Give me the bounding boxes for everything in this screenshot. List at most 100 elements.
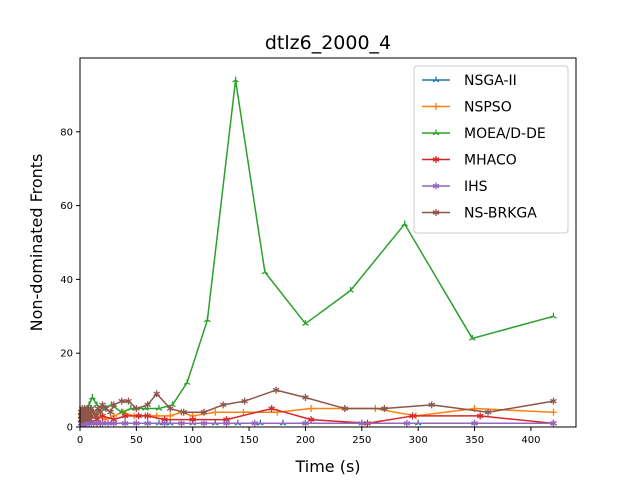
legend: NSGA-II NSPSO MOEA/D-DE MHACO IHS NS-BRKGA <box>413 65 569 234</box>
data-point-ns-brkga <box>166 405 174 413</box>
legend-label: NSPSO <box>464 100 512 116</box>
data-point-mhaco <box>307 416 315 424</box>
legend-item-ns-brkga: NS-BRKGA <box>422 206 537 222</box>
data-point-ihs <box>471 419 478 427</box>
legend-marker <box>432 103 440 110</box>
x-tick-label: 400 <box>521 435 540 446</box>
data-point-ns-brkga <box>180 408 188 416</box>
data-point-ns-brkga <box>102 405 110 413</box>
data-point-ihs <box>302 419 309 427</box>
data-point-mhaco <box>409 412 416 420</box>
x-tick-label: 100 <box>183 435 202 446</box>
data-point-ns-brkga <box>133 405 140 413</box>
axes-frame <box>79 57 577 428</box>
data-point-moea-d-de <box>204 316 211 323</box>
series-line-moea-d-de <box>80 79 554 421</box>
data-point-nspso <box>239 408 247 416</box>
data-point-ihs <box>104 419 112 427</box>
data-point-ns-brkga <box>428 401 436 409</box>
data-point-ihs <box>161 419 168 427</box>
data-point-ihs <box>200 419 208 427</box>
data-point-nspso <box>211 408 219 416</box>
legend-item-moea-d-de: MOEA/D-DE <box>422 126 546 142</box>
data-point-ihs <box>133 419 140 427</box>
x-tick-label: 250 <box>352 435 371 446</box>
data-point-ns-brkga <box>200 408 208 416</box>
legend-frame <box>413 65 569 234</box>
data-point-ns-brkga <box>341 405 349 413</box>
data-point-moea-d-de <box>261 268 269 275</box>
data-point-moea-d-de <box>155 405 163 411</box>
legend-item-nsga-ii: NSGA-II <box>422 73 517 89</box>
data-point-ihs <box>110 419 118 427</box>
data-point-moea-d-de <box>232 76 239 83</box>
data-point-ihs <box>178 419 185 427</box>
data-point-ns-brkga <box>302 393 309 401</box>
data-point-moea-d-de <box>183 379 191 386</box>
y-tick-label: 20 <box>60 349 73 360</box>
data-point-mhaco <box>364 419 371 427</box>
data-point-ns-brkga <box>381 405 388 413</box>
data-point-ihs <box>358 419 366 427</box>
data-point-moea-d-de <box>347 286 354 293</box>
data-point-ihs <box>99 419 106 427</box>
legend-label: MHACO <box>464 153 517 169</box>
data-point-ihs <box>121 419 129 427</box>
data-point-mhaco <box>144 412 151 420</box>
legend-label: MOEA/D-DE <box>464 126 546 142</box>
data-point-ns-brkga <box>153 390 161 398</box>
x-tick-label: 50 <box>130 435 143 446</box>
data-point-ns-brkga <box>92 412 100 420</box>
data-point-nspso <box>549 408 557 416</box>
data-point-nspso <box>166 412 174 420</box>
data-point-mhaco <box>268 405 275 413</box>
data-point-ns-brkga <box>272 386 280 394</box>
y-tick-label: 40 <box>60 275 73 286</box>
data-point-ns-brkga <box>86 416 94 424</box>
legend-item-ihs: IHS <box>422 179 488 195</box>
data-point-ihs <box>223 419 230 427</box>
x-tick-label: 0 <box>77 435 83 446</box>
data-point-ihs <box>550 419 557 427</box>
data-point-ihs <box>144 419 151 427</box>
data-point-ns-brkga <box>107 408 114 416</box>
y-axis: 0 20 40 60 80 <box>60 127 80 434</box>
data-point-moea-d-de <box>302 320 309 326</box>
data-point-ns-brkga <box>144 401 151 409</box>
data-point-mhaco <box>476 412 484 420</box>
data-point-mhaco <box>121 412 129 420</box>
legend-marker <box>432 209 440 216</box>
data-point-moea-d-de <box>401 220 409 227</box>
data-point-ns-brkga <box>484 408 492 416</box>
data-point-ihs <box>403 419 411 427</box>
data-point-ns-brkga <box>241 397 248 405</box>
data-point-ns-brkga <box>99 401 106 409</box>
data-point-ns-brkga <box>219 401 227 409</box>
legend-label: NSGA-II <box>464 73 517 89</box>
x-tick-label: 300 <box>409 435 428 446</box>
legend-label: IHS <box>464 179 488 195</box>
chart-title: dtlz6_2000_4 <box>265 32 391 54</box>
data-point-mhaco <box>135 412 142 420</box>
data-point-ns-brkga <box>118 397 126 405</box>
data-point-mhaco <box>189 416 197 424</box>
x-tick-label: 150 <box>240 435 259 446</box>
legend-marker <box>432 182 440 190</box>
legend-item-mhaco: MHACO <box>422 153 517 169</box>
data-point-ns-brkga <box>110 401 118 409</box>
y-tick-label: 60 <box>60 201 73 212</box>
data-point-moea-d-de <box>550 312 557 319</box>
legend-marker <box>432 129 440 136</box>
data-point-moea-d-de <box>468 334 476 341</box>
data-point-moea-d-de <box>89 393 96 400</box>
data-point-ns-brkga <box>550 397 557 405</box>
data-point-moea-d-de <box>118 408 126 415</box>
x-tick-label: 200 <box>296 435 315 446</box>
data-point-ihs <box>251 419 259 427</box>
x-axis: 0 50 100 150 200 250 300 350 400 <box>77 427 540 446</box>
y-tick-label: 0 <box>67 423 73 434</box>
legend-label: NS-BRKGA <box>464 206 537 222</box>
x-axis-label: Time (s) <box>294 457 360 476</box>
legend-item-nspso: NSPSO <box>422 100 512 116</box>
